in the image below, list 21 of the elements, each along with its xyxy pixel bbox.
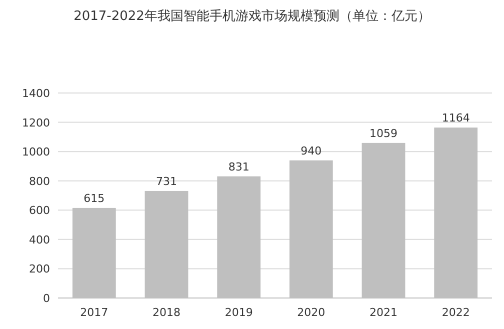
x-tick-label: 2018 <box>152 306 180 319</box>
data-label: 1059 <box>370 126 398 140</box>
x-tick-label: 2017 <box>80 306 108 319</box>
x-tick-label: 2022 <box>442 306 470 319</box>
y-tick-label: 600 <box>29 204 50 218</box>
data-label: 1164 <box>442 112 470 125</box>
y-tick-label: 1400 <box>22 87 50 100</box>
y-tick-label: 400 <box>29 233 50 246</box>
x-tick-label: 2020 <box>297 306 326 319</box>
y-tick-label: 1200 <box>22 116 50 130</box>
y-tick-label: 1000 <box>22 146 50 159</box>
data-label: 940 <box>300 144 322 158</box>
data-label: 615 <box>84 192 105 205</box>
x-tick-label: 2019 <box>224 306 253 319</box>
y-tick-label: 200 <box>29 262 50 276</box>
data-label: 731 <box>156 174 177 188</box>
chart-title: 2017-2022年我国智能手机游戏市场规模预测（单位：亿元） <box>74 9 430 24</box>
data-label: 831 <box>228 160 250 174</box>
y-tick-label: 0 <box>43 292 50 305</box>
x-tick-label: 2021 <box>370 306 398 319</box>
y-tick-label: 800 <box>29 174 50 188</box>
